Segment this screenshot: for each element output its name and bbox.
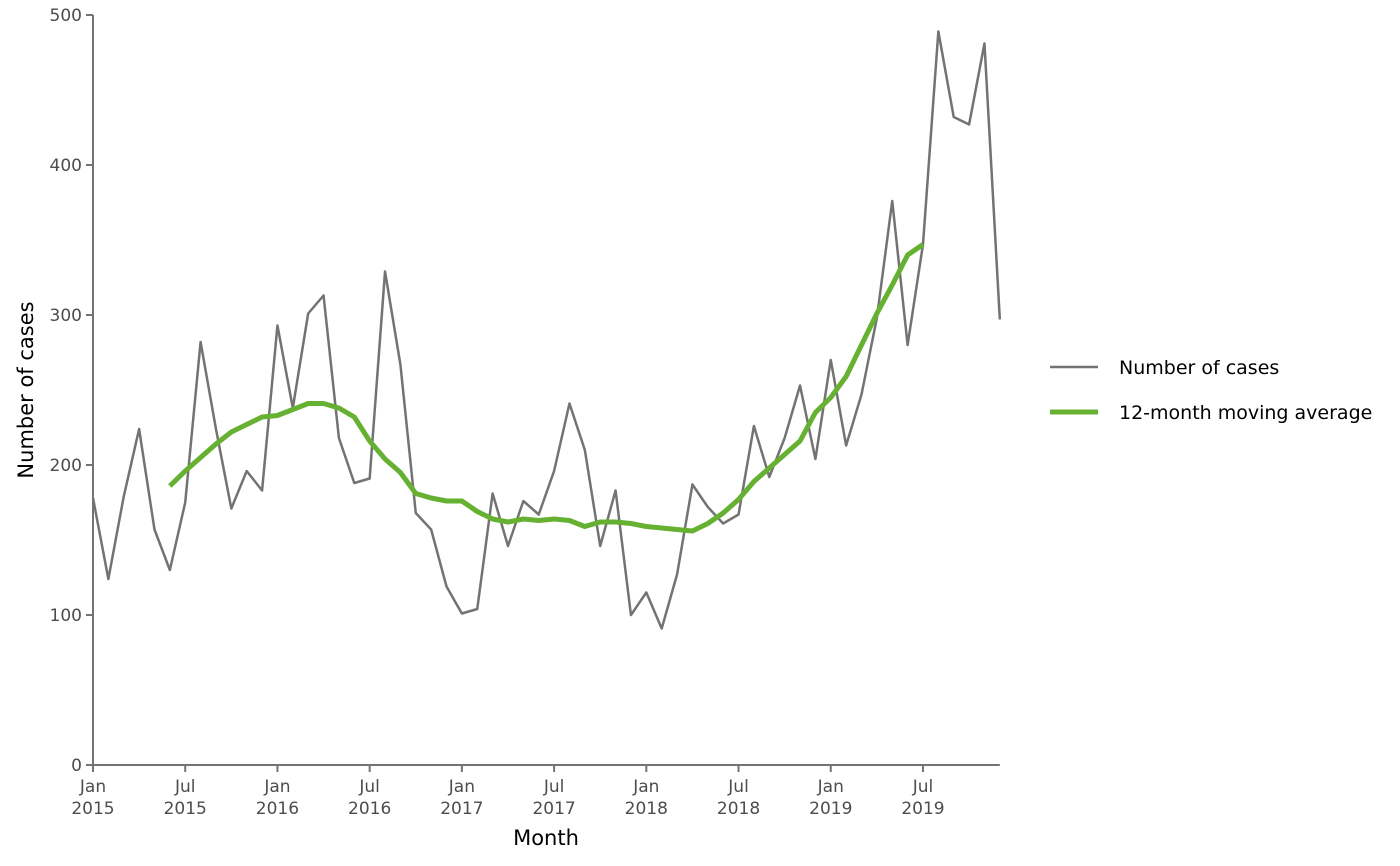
- y-axis: 0 100 200 300 400 500: [50, 6, 94, 776]
- x-tick-label-year: 2019: [901, 799, 944, 819]
- legend: Number of cases 12-month moving average: [1050, 357, 1372, 424]
- x-tick-label-year: 2019: [809, 799, 852, 819]
- x-axis: Jan2015Jul2015Jan2016Jul2016Jan2017Jul20…: [71, 764, 1000, 819]
- x-tick-label-month: Jan: [632, 777, 659, 797]
- y-tick-label: 500: [50, 6, 82, 26]
- x-tick-label-year: 2015: [71, 799, 114, 819]
- x-tick-label-month: Jan: [817, 777, 844, 797]
- x-tick-label-month: Jul: [174, 777, 196, 797]
- x-tick-label-month: Jul: [358, 777, 380, 797]
- x-axis-title: Month: [513, 826, 579, 850]
- y-tick-label: 0: [71, 756, 82, 776]
- x-tick-label-year: 2016: [256, 799, 299, 819]
- y-tick-label: 200: [50, 456, 82, 476]
- series-line-moving-average: [168, 242, 925, 534]
- x-tick-label-month: Jul: [727, 777, 749, 797]
- x-tick-label-month: Jul: [912, 777, 934, 797]
- x-tick-label-year: 2015: [164, 799, 207, 819]
- y-axis-title: Number of cases: [14, 301, 38, 478]
- x-tick-label-month: Jan: [448, 777, 475, 797]
- y-tick-label: 400: [50, 156, 82, 176]
- x-tick-label-year: 2017: [440, 799, 483, 819]
- x-tick-label-year: 2016: [348, 799, 391, 819]
- legend-label-number-of-cases: Number of cases: [1119, 357, 1279, 379]
- series-layer: [91, 30, 1002, 630]
- x-tick-label-month: Jan: [263, 777, 290, 797]
- series-line-number-of-cases: [91, 30, 1002, 630]
- y-tick-label: 300: [50, 306, 82, 326]
- x-tick-label-month: Jul: [543, 777, 565, 797]
- x-tick-label-year: 2018: [625, 799, 668, 819]
- y-tick-label: 100: [50, 606, 82, 626]
- x-tick-label-month: Jan: [79, 777, 106, 797]
- legend-label-moving-average: 12-month moving average: [1119, 402, 1372, 424]
- x-tick-label-year: 2018: [717, 799, 760, 819]
- x-tick-label-year: 2017: [532, 799, 575, 819]
